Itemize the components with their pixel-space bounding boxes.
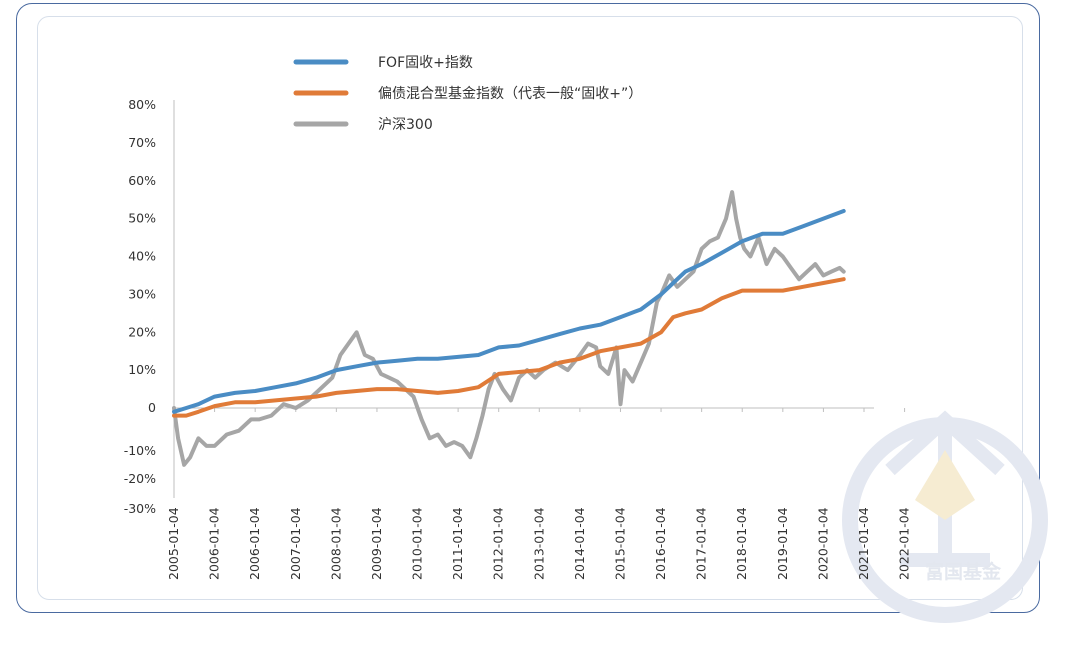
x-tick-label: 2012-01-04 — [491, 507, 506, 580]
legend-label: 偏债混合型基金指数（代表一般“固收+”） — [378, 85, 642, 102]
x-tick-label: 2011-01-04 — [450, 507, 465, 580]
x-tick-label: 2019-01-04 — [775, 507, 790, 580]
x-tick-label: 2006-01-04 — [247, 507, 262, 580]
x-tick-label: 2021-01-04 — [856, 507, 871, 580]
y-tick-label: -20% — [124, 471, 156, 486]
chart-frame — [16, 3, 1040, 613]
series-line-2 — [172, 277, 846, 418]
y-tick-label: 70% — [128, 135, 156, 150]
series-line-3 — [172, 190, 846, 467]
axes: 80% 70% 60% 50% 40% 30% 20% 10% 0 -10% -20% -30% 200… — [124, 97, 912, 580]
x-tick-label: 2010-01-04 — [410, 507, 425, 580]
legend-label: FOF固收+指数 — [378, 55, 473, 71]
x-tick-label: 2006-01-04 — [207, 507, 222, 580]
y-tick-label: 60% — [128, 173, 156, 188]
y-tick-label: -30% — [124, 501, 156, 516]
y-tick-label: 20% — [128, 324, 156, 339]
x-tick-label: 2009-01-04 — [369, 507, 384, 580]
fullgoal-logo-watermark: 富国基金 — [842, 410, 1048, 623]
x-tick-label: 2018-01-04 — [734, 507, 749, 580]
y-tick-label: 0 — [148, 400, 156, 415]
y-tick-label: 10% — [128, 362, 156, 377]
x-tick-label: 2008-01-04 — [328, 507, 343, 580]
y-tick-label: -10% — [124, 443, 156, 458]
x-tick-label: 2005-01-04 — [166, 507, 181, 580]
series-layer — [172, 190, 846, 467]
y-tick-label: 80% — [128, 97, 156, 112]
x-tick-label: 2013-01-04 — [531, 507, 546, 580]
x-tick-label: 2014-01-04 — [572, 507, 587, 580]
series-line-1 — [172, 209, 846, 414]
watermark-text: 富国基金 — [925, 560, 1002, 583]
x-tick-label: 2016-01-04 — [653, 507, 668, 580]
x-tick-label: 2015-01-04 — [612, 507, 627, 580]
x-tick-label: 2017-01-04 — [694, 507, 709, 580]
y-tick-label: 50% — [128, 211, 156, 226]
y-tick-label: 40% — [128, 249, 156, 264]
legend-label: 沪深300 — [378, 117, 433, 133]
x-tick-label: 2007-01-04 — [288, 507, 303, 580]
y-tick-label: 30% — [128, 286, 156, 301]
x-tick-label: 2020-01-04 — [815, 507, 830, 580]
x-tick-label: 2022-01-04 — [897, 507, 912, 580]
